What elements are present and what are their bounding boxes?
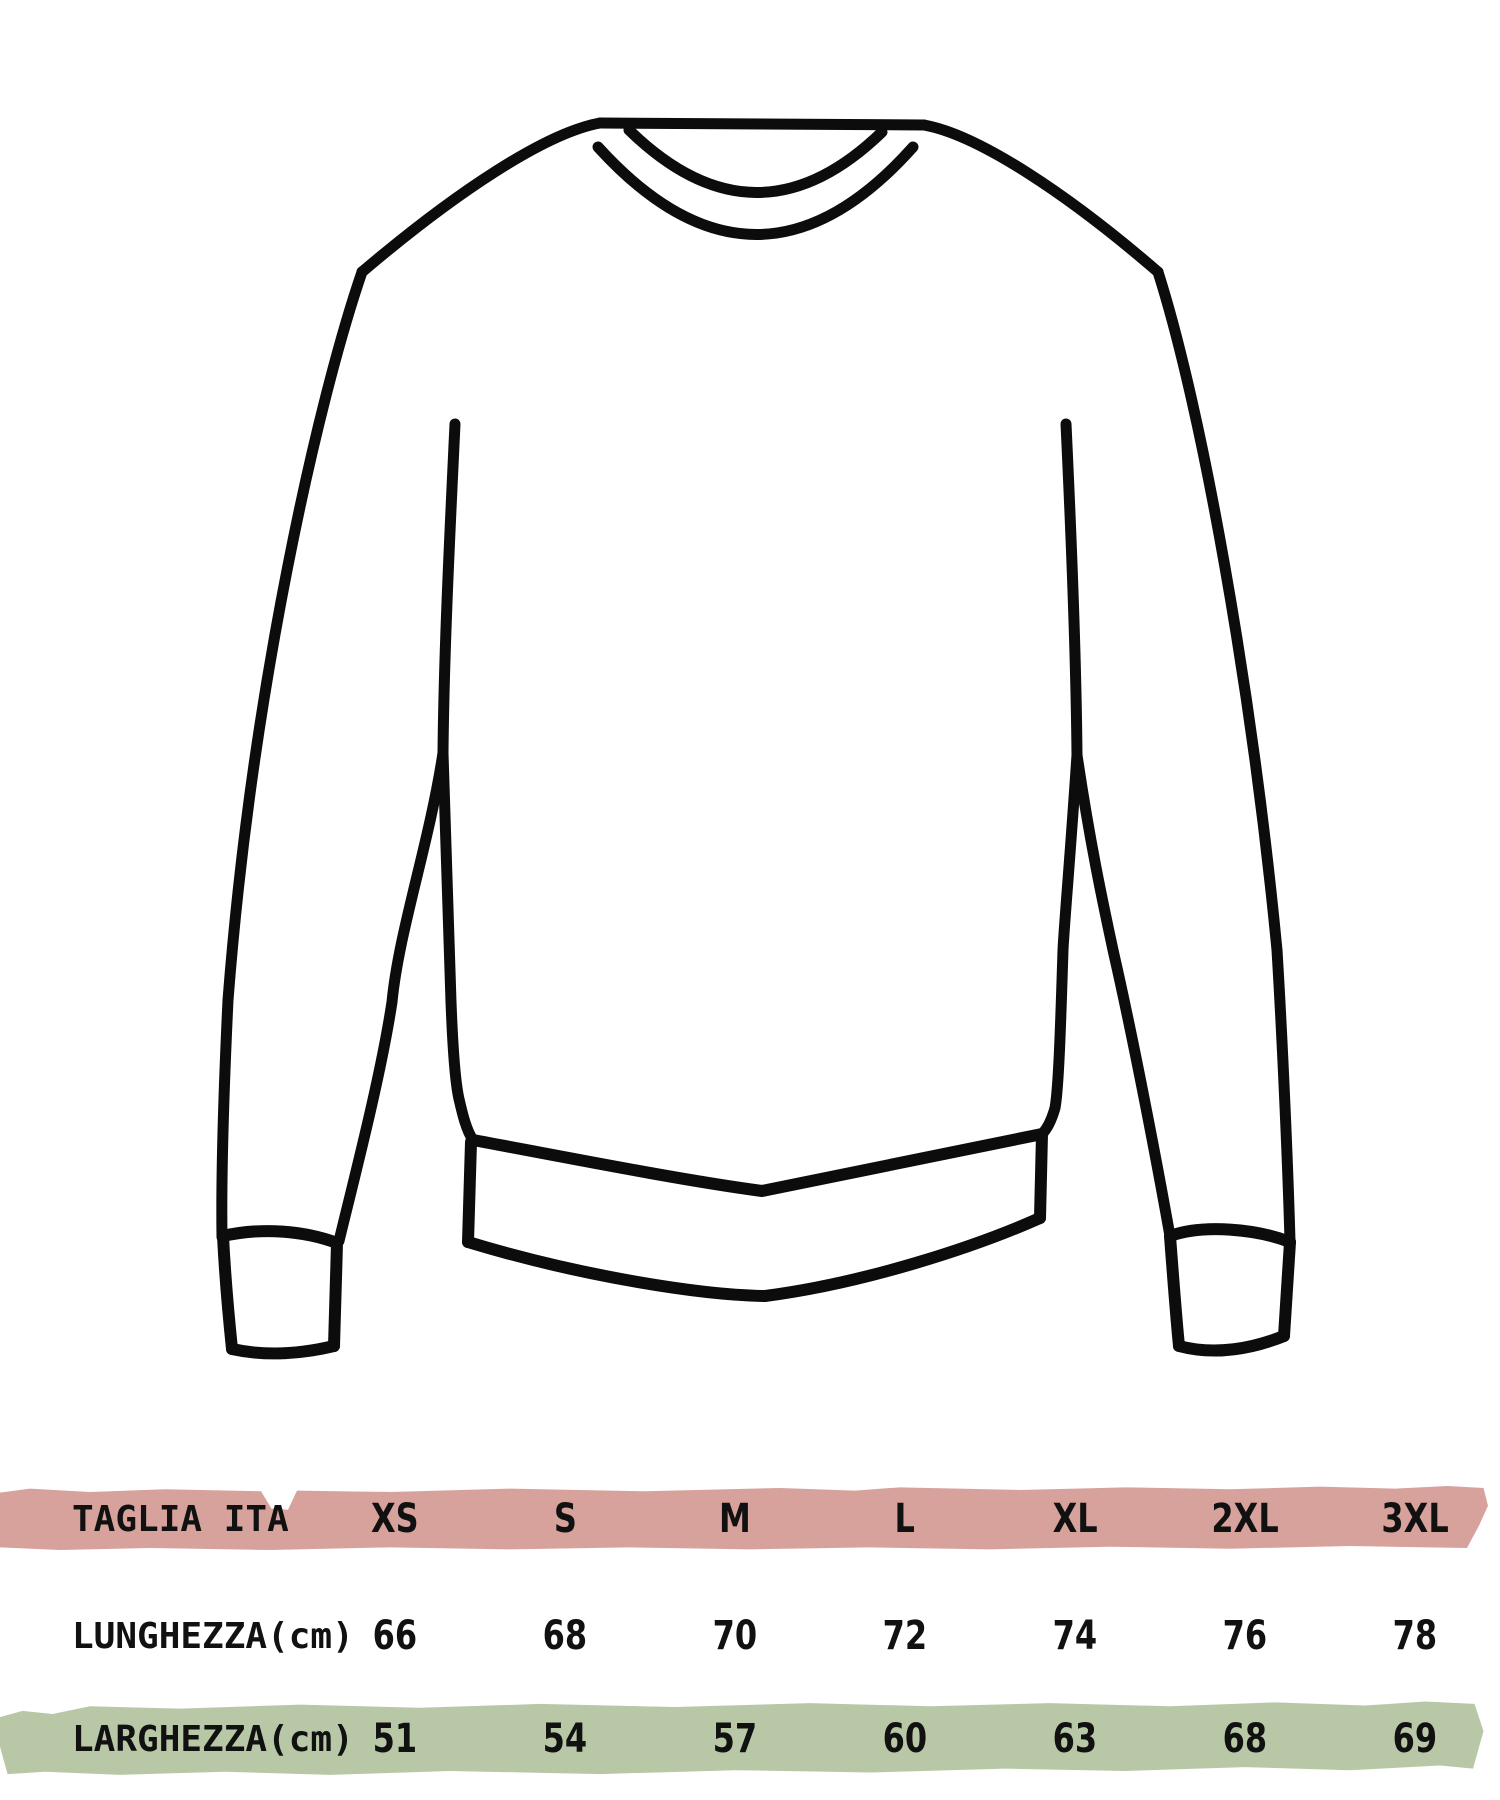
width-band-background <box>0 1701 1484 1775</box>
hem-left-edge <box>462 1136 477 1248</box>
shoulder-left <box>356 117 606 278</box>
cuff-right-inner <box>1164 1230 1185 1352</box>
sweatshirt-illustration <box>216 117 1296 1360</box>
length-row: LUNGHEZZA(cm) 66 68 70 72 74 76 78 <box>0 1600 1500 1672</box>
width-value-cell: 69 <box>1392 1716 1438 1762</box>
size-header-cell: L <box>894 1496 916 1542</box>
size-header-cell: XL <box>1052 1496 1098 1542</box>
collar-outer-curve <box>592 141 919 240</box>
row-label-larghezza: LARGHEZZA(cm) <box>72 1718 354 1760</box>
sleeve-seam-right <box>1060 418 1176 1242</box>
size-header-cell: 2XL <box>1211 1496 1279 1542</box>
cuff-left-inner <box>328 1237 343 1352</box>
size-header-cell: XS <box>371 1496 419 1542</box>
width-row: LARGHEZZA(cm) 51 54 57 60 63 68 69 <box>0 1700 1500 1778</box>
size-header-cell: M <box>719 1496 751 1542</box>
cuff-right-outer <box>1278 1236 1296 1342</box>
length-value-cell: 76 <box>1222 1613 1268 1659</box>
size-header-cell: S <box>553 1496 577 1542</box>
sleeve-outer-right <box>1152 266 1296 1247</box>
width-value-cell: 57 <box>712 1716 758 1762</box>
cuff-left-top <box>217 1225 343 1249</box>
row-label-lunghezza: LUNGHEZZA(cm) <box>72 1615 354 1657</box>
length-value-cell: 70 <box>712 1613 758 1659</box>
width-value-cell: 60 <box>882 1716 928 1762</box>
cuff-right-top <box>1164 1223 1296 1248</box>
header-band-background <box>0 1486 1488 1551</box>
collar-inner-curve <box>623 124 888 198</box>
hem-right-edge <box>1034 1128 1048 1224</box>
sleeve-seam-left <box>333 418 461 1247</box>
size-header-row: TAGLIA ITA XS S M L XL 2XL 3XL <box>0 1486 1500 1552</box>
length-value-cell: 66 <box>372 1613 418 1659</box>
cuff-right-bottom <box>1173 1330 1290 1357</box>
width-value-cell: 54 <box>542 1716 588 1762</box>
width-value-cell: 51 <box>372 1716 418 1762</box>
size-header-cell: 3XL <box>1381 1496 1449 1542</box>
hem-bottom-edge <box>462 1212 1046 1302</box>
cuff-left-bottom <box>226 1340 340 1360</box>
length-value-cell: 68 <box>542 1613 588 1659</box>
width-value-cell: 68 <box>1222 1716 1268 1762</box>
body-side-left <box>437 747 479 1146</box>
width-value-cell: 63 <box>1052 1716 1098 1762</box>
length-value-cell: 72 <box>882 1613 928 1659</box>
sleeve-outer-left <box>216 266 368 1243</box>
shoulder-right <box>918 119 1164 278</box>
length-value-cell: 78 <box>1392 1613 1438 1659</box>
collar-top-line <box>594 117 930 131</box>
cuff-left-outer <box>217 1230 238 1355</box>
body-side-right <box>1036 749 1083 1140</box>
length-value-cell: 74 <box>1052 1613 1098 1659</box>
row-label-taglia-ita: TAGLIA ITA <box>72 1498 289 1540</box>
hem-top-edge <box>467 1128 1048 1197</box>
